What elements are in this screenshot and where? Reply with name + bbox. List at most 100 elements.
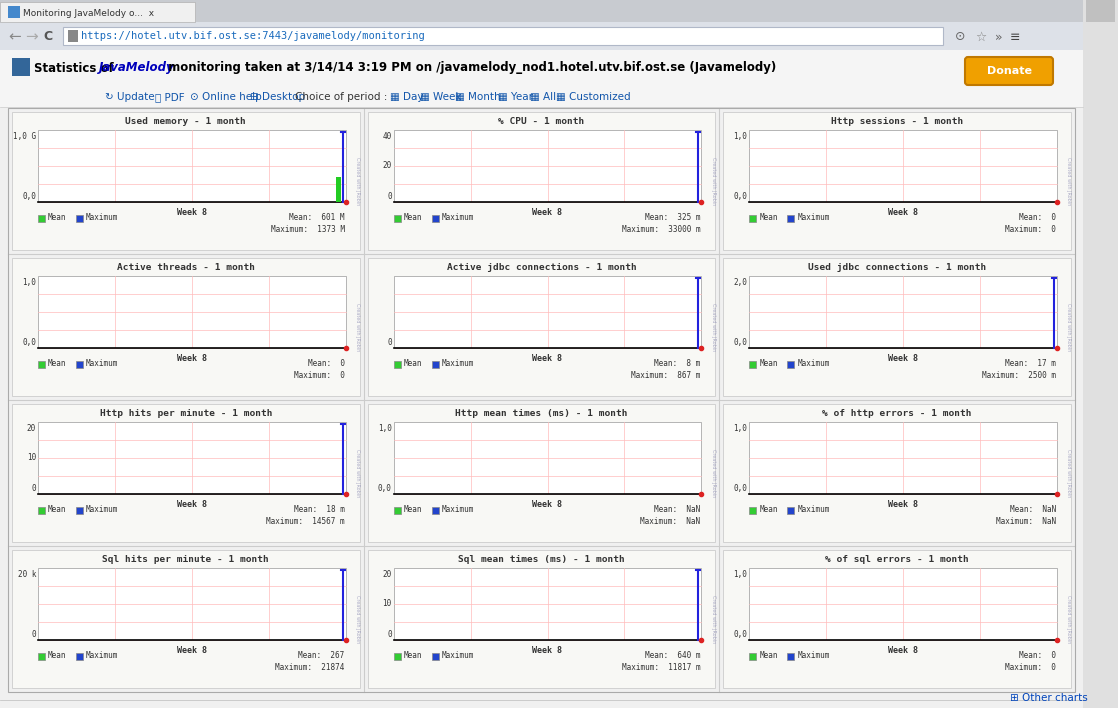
Text: Created with JRobin: Created with JRobin bbox=[711, 449, 716, 497]
Text: Created with JRobin: Created with JRobin bbox=[711, 303, 716, 351]
Bar bbox=[787, 215, 794, 222]
Bar bbox=[432, 653, 438, 659]
Bar bbox=[76, 215, 83, 222]
Bar bbox=[0, 2, 195, 22]
Text: Sql mean times (ms) - 1 month: Sql mean times (ms) - 1 month bbox=[458, 556, 625, 564]
Bar bbox=[38, 506, 45, 513]
Bar bbox=[368, 258, 716, 396]
Text: 20: 20 bbox=[382, 161, 391, 171]
Text: Maximum:  NaN: Maximum: NaN bbox=[996, 517, 1057, 525]
Text: 40: 40 bbox=[382, 132, 391, 141]
Text: JavaMelody: JavaMelody bbox=[100, 62, 174, 74]
Text: Mean: Mean bbox=[759, 506, 778, 515]
Text: →: → bbox=[25, 30, 38, 45]
Text: Created with JRobin: Created with JRobin bbox=[356, 303, 360, 351]
Text: Maximum:  11817 m: Maximum: 11817 m bbox=[622, 663, 700, 671]
Bar bbox=[76, 653, 83, 659]
Bar bbox=[432, 215, 438, 222]
Text: Mean: Mean bbox=[48, 360, 66, 368]
Text: ▦ All: ▦ All bbox=[530, 92, 556, 102]
Text: ≡: ≡ bbox=[1010, 30, 1021, 43]
Text: Maximum:  33000 m: Maximum: 33000 m bbox=[622, 224, 700, 234]
Text: 1,0: 1,0 bbox=[733, 570, 747, 579]
Text: 1,0 G: 1,0 G bbox=[13, 132, 36, 141]
Text: Statistics of: Statistics of bbox=[34, 62, 117, 74]
Bar bbox=[63, 27, 942, 45]
Bar bbox=[0, 22, 1118, 50]
Bar bbox=[394, 130, 701, 202]
Text: monitoring taken at 3/14/14 3:19 PM on /javamelody_nod1.hotel.utv.bif.ost.se (Ja: monitoring taken at 3/14/14 3:19 PM on /… bbox=[164, 62, 776, 74]
Bar bbox=[0, 0, 1118, 22]
Text: Maximum: Maximum bbox=[442, 506, 474, 515]
Bar bbox=[749, 422, 1057, 494]
Text: Choice of period :: Choice of period : bbox=[295, 92, 387, 102]
Bar bbox=[394, 568, 701, 640]
Text: Week 8: Week 8 bbox=[888, 646, 918, 655]
Text: Maximum: Maximum bbox=[797, 360, 830, 368]
Text: Mean:  267: Mean: 267 bbox=[299, 651, 344, 661]
Bar bbox=[38, 215, 45, 222]
Text: 0,0: 0,0 bbox=[733, 484, 747, 493]
Bar bbox=[394, 360, 400, 367]
Text: Sql hits per minute - 1 month: Sql hits per minute - 1 month bbox=[103, 556, 269, 564]
Text: Maximum:  0: Maximum: 0 bbox=[294, 370, 344, 379]
Text: Active jdbc connections - 1 month: Active jdbc connections - 1 month bbox=[446, 263, 636, 273]
Text: Mean: Mean bbox=[404, 214, 423, 222]
Text: ▦ Customized: ▦ Customized bbox=[556, 92, 631, 102]
Text: Mean: Mean bbox=[759, 360, 778, 368]
Text: % of http errors - 1 month: % of http errors - 1 month bbox=[823, 409, 972, 418]
Text: 10: 10 bbox=[27, 454, 36, 462]
Text: Maximum:  21874: Maximum: 21874 bbox=[275, 663, 344, 671]
Bar bbox=[394, 506, 400, 513]
Text: Maximum: Maximum bbox=[86, 651, 119, 661]
Bar bbox=[0, 85, 1083, 107]
Text: 20 k: 20 k bbox=[18, 570, 36, 579]
Text: Created with JRobin: Created with JRobin bbox=[1067, 595, 1071, 643]
Bar bbox=[723, 550, 1071, 688]
Text: Created with JRobin: Created with JRobin bbox=[356, 157, 360, 205]
Text: Mean:  17 m: Mean: 17 m bbox=[1005, 360, 1057, 368]
Bar bbox=[787, 506, 794, 513]
Text: Http sessions - 1 month: Http sessions - 1 month bbox=[831, 118, 964, 127]
Text: Week 8: Week 8 bbox=[532, 646, 562, 655]
Bar bbox=[38, 653, 45, 659]
Text: Mean: Mean bbox=[404, 506, 423, 515]
Text: Created with JRobin: Created with JRobin bbox=[1067, 157, 1071, 205]
Text: Active threads - 1 month: Active threads - 1 month bbox=[117, 263, 255, 273]
Text: https://hotel.utv.bif.ost.se:7443/javamelody/monitoring: https://hotel.utv.bif.ost.se:7443/javame… bbox=[80, 31, 425, 41]
Bar bbox=[723, 258, 1071, 396]
Text: Maximum:  867 m: Maximum: 867 m bbox=[631, 370, 700, 379]
Bar bbox=[12, 258, 360, 396]
Text: ▦ Month: ▦ Month bbox=[455, 92, 501, 102]
Text: Week 8: Week 8 bbox=[888, 500, 918, 509]
Text: Used memory - 1 month: Used memory - 1 month bbox=[125, 118, 246, 127]
Bar bbox=[12, 58, 30, 76]
Text: Created with JRobin: Created with JRobin bbox=[356, 595, 360, 643]
Text: Week 8: Week 8 bbox=[532, 354, 562, 363]
Text: 0: 0 bbox=[31, 630, 36, 639]
Bar bbox=[1083, 0, 1118, 708]
Bar bbox=[12, 112, 360, 250]
Text: % of sql errors - 1 month: % of sql errors - 1 month bbox=[825, 556, 969, 564]
Text: Week 8: Week 8 bbox=[177, 354, 207, 363]
Bar bbox=[749, 506, 757, 513]
Text: 1,0: 1,0 bbox=[22, 278, 36, 287]
Text: 1,0: 1,0 bbox=[378, 424, 391, 433]
Text: ←: ← bbox=[8, 30, 21, 45]
Text: Maximum:  NaN: Maximum: NaN bbox=[641, 517, 700, 525]
Bar bbox=[749, 276, 1057, 348]
Bar bbox=[723, 112, 1071, 250]
Bar bbox=[0, 50, 1083, 85]
Bar bbox=[394, 653, 400, 659]
Text: 0,0: 0,0 bbox=[22, 192, 36, 201]
Bar bbox=[749, 215, 757, 222]
Bar bbox=[38, 130, 345, 202]
Text: Mean:  325 m: Mean: 325 m bbox=[645, 214, 700, 222]
Text: 0,0: 0,0 bbox=[378, 484, 391, 493]
Text: 0: 0 bbox=[31, 484, 36, 493]
Bar bbox=[787, 653, 794, 659]
Text: 1,0: 1,0 bbox=[733, 424, 747, 433]
Text: Mean:  NaN: Mean: NaN bbox=[1010, 506, 1057, 515]
Text: ⊙: ⊙ bbox=[955, 30, 966, 43]
Text: Week 8: Week 8 bbox=[177, 208, 207, 217]
